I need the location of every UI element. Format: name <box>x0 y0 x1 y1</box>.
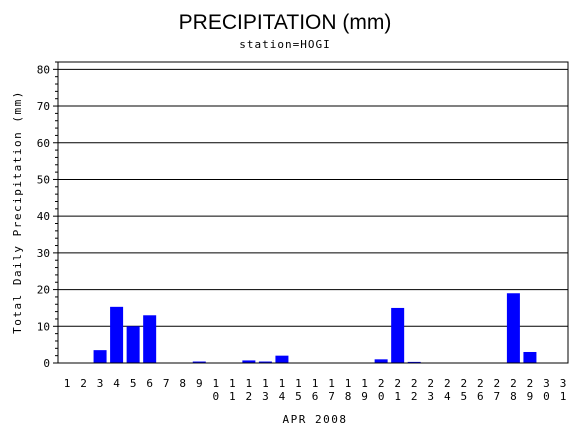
x-tick-label: 4 <box>113 377 120 390</box>
bar <box>523 351 537 363</box>
x-tick-label: 7 <box>163 377 170 390</box>
y-tick-label: 0 <box>43 357 50 370</box>
bar <box>407 361 421 363</box>
bar <box>192 361 206 363</box>
bar <box>506 293 520 363</box>
bars <box>93 293 537 363</box>
bar <box>126 326 140 363</box>
y-tick-label: 10 <box>37 320 50 333</box>
x-tick-label: 8 <box>179 377 186 390</box>
bar <box>275 355 289 363</box>
bar <box>242 360 256 363</box>
x-tick-label: 9 <box>196 377 203 390</box>
y-tick-label: 70 <box>37 100 50 113</box>
x-axis-label: APR 2008 <box>283 413 348 426</box>
x-tick-label: 3 <box>97 377 104 390</box>
bar <box>374 359 388 363</box>
y-tick-label: 20 <box>37 284 50 297</box>
bar <box>143 315 157 363</box>
x-tick-label: 5 <box>130 377 137 390</box>
y-axis-ticks: 0 10 20 30 40 50 60 70 80 <box>37 61 58 370</box>
y-tick-label: 60 <box>37 137 50 150</box>
bar <box>110 306 124 363</box>
plot-frame <box>57 61 569 364</box>
y-tick-label: 30 <box>37 247 50 260</box>
bar <box>391 307 405 363</box>
chart-subtitle: station=HOGI <box>239 38 330 51</box>
bar <box>258 361 272 363</box>
bar <box>93 350 107 363</box>
y-tick-label: 50 <box>37 173 50 186</box>
y-tick-label: 80 <box>37 63 50 76</box>
x-tick-label: 6 <box>146 377 153 390</box>
x-axis-ticks: 1 2 3 4 5 6 7 8 9 1 01 11 21 31 41 51 61 71 81 92 02 12 22 32 42… <box>64 377 567 403</box>
y-tick-label: 40 <box>37 210 50 223</box>
x-tick-label: 2 <box>80 377 87 390</box>
chart-title: PRECIPITATION (mm) <box>179 11 392 34</box>
x-tick-label: 1 <box>64 377 71 390</box>
gridlines <box>58 68 568 327</box>
y-axis-label: Total Daily Precipitation (mm) <box>11 90 24 334</box>
